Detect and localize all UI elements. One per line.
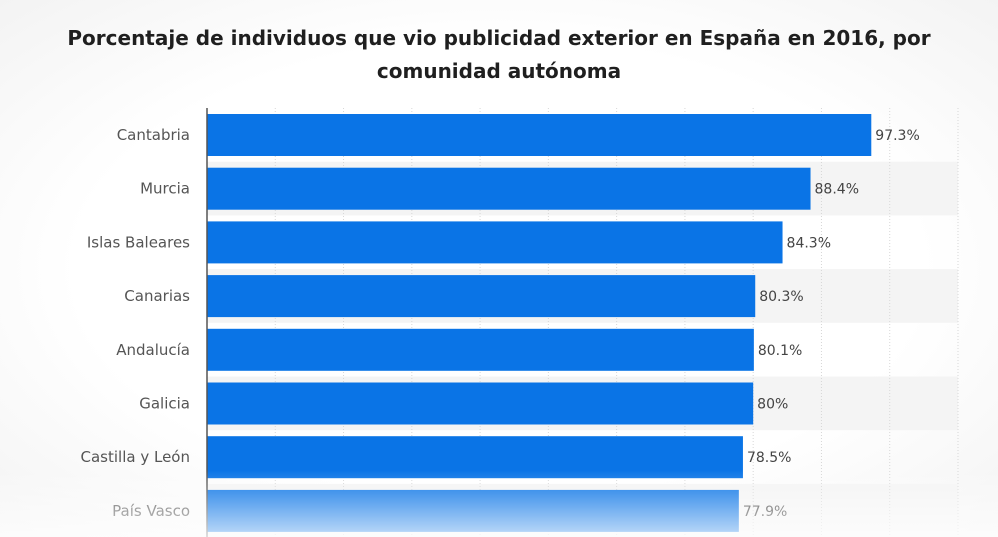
bar[interactable] bbox=[207, 436, 743, 479]
bar[interactable] bbox=[207, 328, 754, 371]
bar[interactable] bbox=[207, 382, 754, 425]
bar[interactable] bbox=[207, 221, 783, 264]
value-label: 80% bbox=[757, 397, 788, 413]
bar[interactable] bbox=[207, 167, 811, 210]
category-label: Murcia bbox=[140, 180, 190, 198]
category-label: Galicia bbox=[139, 395, 190, 413]
value-label: 80.3% bbox=[759, 289, 803, 305]
category-label: Castilla y León bbox=[81, 448, 190, 466]
category-label: Andalucía bbox=[116, 341, 190, 359]
value-label: 77.9% bbox=[743, 504, 787, 520]
value-label: 97.3% bbox=[875, 128, 919, 144]
value-label: 78.5% bbox=[747, 450, 791, 466]
value-label: 88.4% bbox=[815, 182, 859, 198]
bar[interactable] bbox=[207, 489, 739, 532]
chart-title: Porcentaje de individuos que vio publici… bbox=[67, 26, 931, 83]
bar[interactable] bbox=[207, 114, 872, 156]
category-label: Islas Baleares bbox=[87, 233, 190, 251]
value-label: 80.1% bbox=[758, 343, 802, 359]
category-label: País Vasco bbox=[112, 502, 190, 520]
value-label: 84.3% bbox=[787, 235, 831, 251]
category-label: Cantabria bbox=[117, 126, 190, 144]
bar[interactable] bbox=[207, 275, 756, 318]
category-label: Canarias bbox=[124, 287, 190, 305]
